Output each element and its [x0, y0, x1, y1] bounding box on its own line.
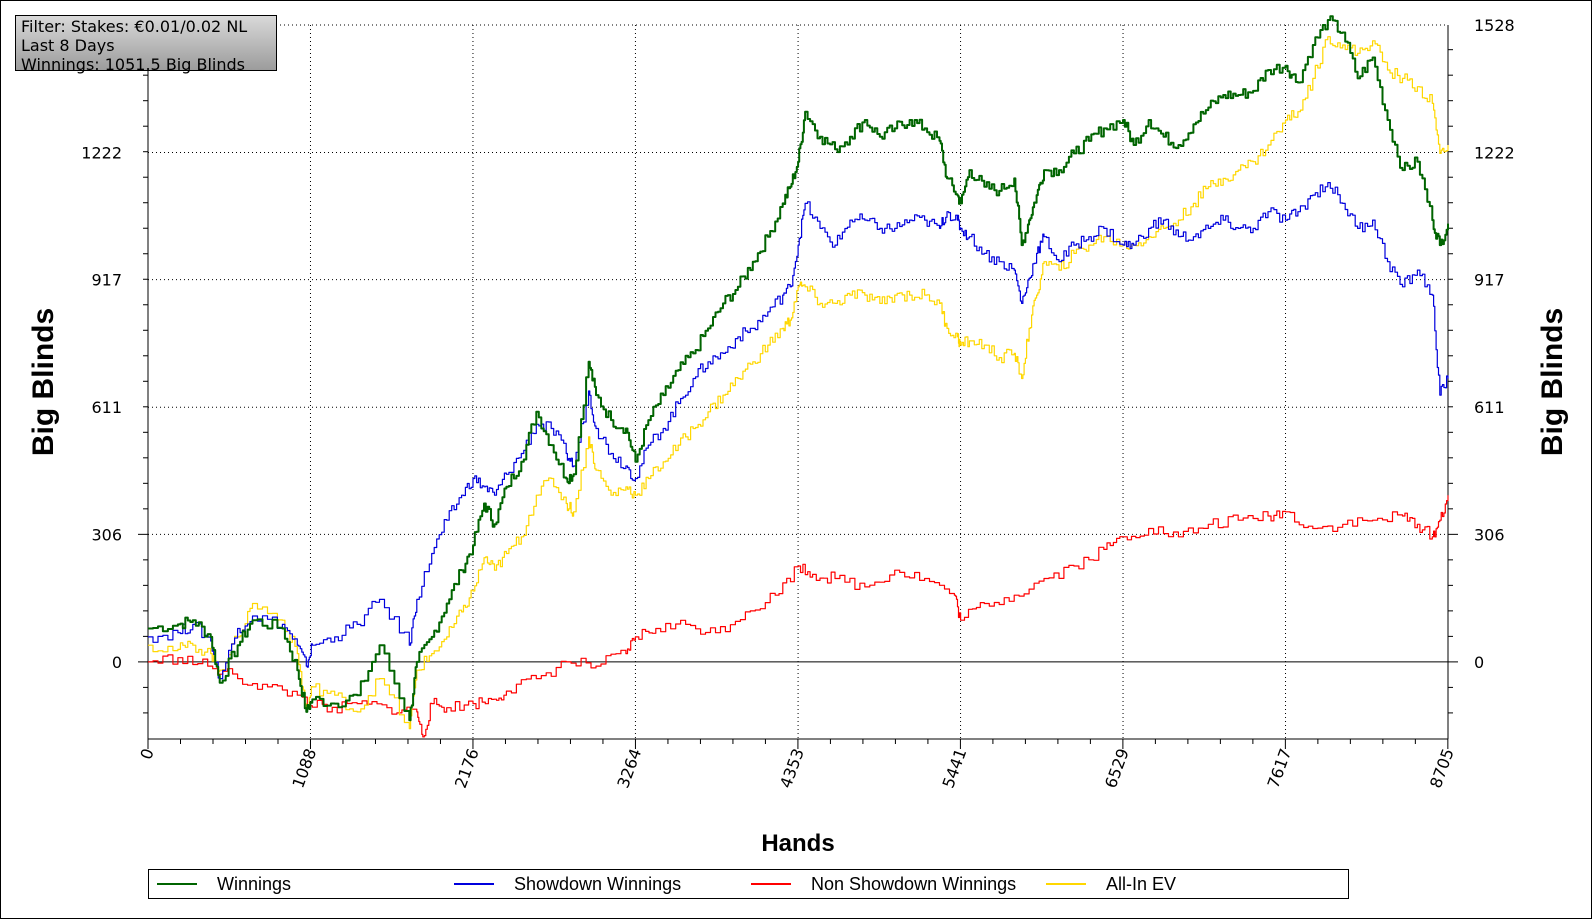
y-tick-label-right: 611	[1474, 398, 1505, 417]
legend-label-showdown: Showdown Winnings	[514, 873, 682, 894]
x-tick-label: 1088	[288, 746, 320, 791]
x-tick-label: 2176	[451, 746, 483, 791]
series-lines	[148, 15, 1449, 738]
legend-swatch-winnings	[157, 883, 197, 885]
x-tick-label: 8705	[1426, 746, 1458, 791]
y-tick-label-right: 0	[1474, 653, 1484, 672]
filter-stakes-text: Filter: Stakes: €0.01/0.02 NL	[21, 17, 248, 36]
grid-lines	[148, 24, 1448, 739]
x-tick-label: 4353	[776, 746, 808, 791]
y-tick-label-right: 306	[1474, 525, 1505, 544]
y-tick-label-left: 611	[91, 398, 122, 417]
legend-swatch-allin-ev	[1046, 883, 1086, 885]
filter-days-text: Last 8 Days	[21, 36, 115, 55]
x-tick-label: 3264	[613, 746, 645, 791]
x-axis-title: Hands	[761, 830, 834, 857]
x-tick-label: 0	[136, 746, 157, 762]
legend-label-allin-ev: All-In EV	[1106, 873, 1177, 894]
series-line-1	[148, 182, 1449, 680]
y-tick-label-left: 306	[91, 525, 122, 544]
axes	[138, 25, 1458, 749]
legend-swatch-non-showdown	[751, 883, 791, 885]
legend-swatch-showdown	[454, 883, 494, 885]
y-tick-label-right: 1528	[1474, 16, 1515, 35]
x-tick-label: 5441	[939, 746, 971, 791]
y-tick-label-right: 1222	[1474, 144, 1515, 163]
y-axis-title-left: Big Blinds	[27, 308, 60, 456]
legend-item-showdown: Showdown Winnings	[454, 870, 681, 898]
legend-item-winnings: Winnings	[157, 870, 291, 898]
chart-legend: Winnings Showdown Winnings Non Showdown …	[148, 869, 1349, 899]
y-axis-title-right: Big Blinds	[1536, 308, 1569, 456]
y-tick-label-right: 917	[1474, 271, 1505, 290]
legend-item-non-showdown: Non Showdown Winnings	[751, 870, 1016, 898]
legend-label-winnings: Winnings	[217, 873, 292, 894]
filter-info-box: Filter: Stakes: €0.01/0.02 NL Last 8 Day…	[15, 15, 277, 74]
axis-labels: 0030630661161191791712221222152815280108…	[27, 16, 1569, 857]
legend-item-allin-ev: All-In EV	[1046, 870, 1176, 898]
x-tick-label: 6529	[1101, 746, 1133, 791]
y-tick-label-left: 1222	[81, 144, 122, 163]
series-line-0	[148, 15, 1449, 722]
y-tick-label-left: 917	[91, 271, 122, 290]
y-tick-label-left: 0	[112, 653, 122, 672]
legend-label-non-showdown: Non Showdown Winnings	[811, 873, 1017, 894]
series-line-3	[148, 36, 1449, 730]
x-tick-label: 7617	[1263, 746, 1295, 791]
filter-winnings-text: Winnings: 1051.5 Big Blinds	[21, 55, 245, 74]
series-line-2	[148, 495, 1449, 738]
